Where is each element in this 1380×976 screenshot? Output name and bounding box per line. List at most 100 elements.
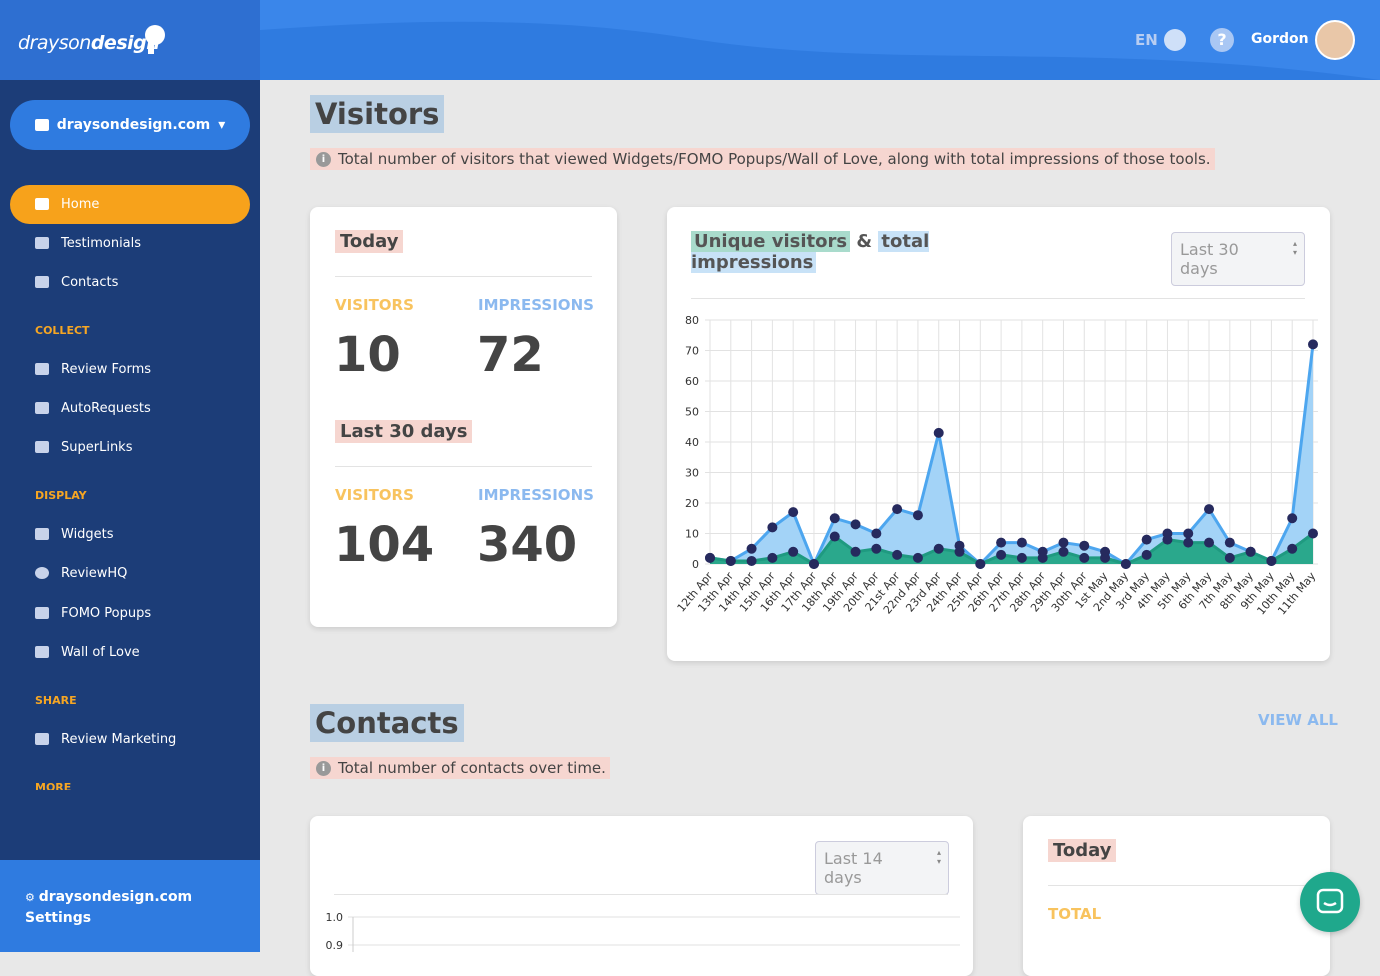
chart-heading: Unique visitors & total impressions [691,231,931,273]
nav-label: Review Marketing [61,731,177,747]
nav-icon [35,363,49,375]
point [1058,537,1069,548]
logo: draysondesign [18,32,160,54]
point [1141,534,1152,545]
point [705,552,715,563]
point [912,510,923,521]
point [746,543,757,554]
point [1100,552,1111,563]
point [1016,552,1027,563]
point [933,427,944,438]
point [1245,546,1256,557]
card-title: Today [335,230,404,253]
sidebar [0,0,260,952]
point [1308,339,1318,350]
nav-section: COLLECT [35,324,90,337]
nav-icon [35,646,49,658]
settings-label: Settings [25,910,92,926]
nav-item[interactable]: Contacts [35,272,118,292]
range-select[interactable]: Last 14 days [815,841,949,895]
view-all-link[interactable]: VIEW ALL [1258,711,1338,729]
section-title: Visitors [310,95,445,133]
point [1183,528,1194,539]
point [829,531,840,542]
point [871,528,882,539]
nav-label: ReviewHQ [61,565,128,581]
point [1016,537,1027,548]
point [933,543,944,554]
globe-icon[interactable] [1164,29,1186,51]
y-tick-label: 60 [685,375,699,388]
nav-label: Widgets [61,526,114,542]
nav-label: AutoRequests [61,400,151,416]
point [996,537,1007,548]
point [850,546,861,557]
y-tick-label: 50 [685,406,699,419]
stat-label: IMPRESSIONS [478,486,594,504]
site-name: draysondesign.com [56,117,211,133]
joiner: & [856,231,873,252]
chart-card: Unique visitors & total impressions Last… [667,207,1330,661]
nav-item[interactable]: Testimonials [35,233,141,253]
nav-item[interactable]: Wall of Love [35,642,140,662]
point [1037,552,1048,563]
logo-area: draysondesign [0,0,260,80]
user-name[interactable]: Gordon [1251,31,1309,47]
nav-item[interactable]: ReviewHQ [35,563,127,583]
site-switcher[interactable]: draysondesign.com ▾ [10,100,250,150]
card-title: Last 30 days [335,420,473,443]
help-button[interactable]: ? [1210,28,1234,52]
section-info: Total number of visitors that viewed Wid… [310,148,1215,170]
nav-item[interactable]: AutoRequests [35,398,151,418]
nav-item[interactable]: Review Forms [35,359,151,379]
nav-label: Review Forms [61,361,152,377]
stat-label: IMPRESSIONS [478,296,594,314]
logo-bold: design [90,32,160,54]
point [788,546,799,557]
nav-item[interactable]: Review Marketing [35,729,176,749]
point [1287,513,1298,524]
point [1224,537,1235,548]
divider [1048,885,1305,886]
nav-item[interactable]: FOMO Popups [35,603,151,623]
point [767,552,778,563]
nav-icon [35,528,49,540]
nav-icon [35,441,49,453]
stat-label: VISITORS [335,296,414,314]
chat-button[interactable] [1300,872,1360,932]
point [892,504,903,515]
nav-icon [35,237,49,249]
nav-icon [35,567,49,579]
settings-site: draysondesign.com [38,889,193,905]
stats-card: Today TOTAL [1023,816,1330,976]
point [1162,534,1173,545]
nav-item[interactable]: Widgets [35,524,114,544]
point [1224,552,1235,563]
section-info: Total number of contacts over time. [310,757,610,779]
section-title: Contacts [310,704,464,742]
header-wave [260,0,1380,80]
nav-clip: MORE [0,780,260,790]
stats-card: Today VISITORS IMPRESSIONS 10 72 Last 30… [310,207,617,627]
point [1079,540,1090,551]
nav-icon [35,198,49,210]
line-chart: 1.0 0.9 [326,911,960,952]
language[interactable]: EN [1135,31,1158,49]
range-select[interactable]: Last 30 days [1171,232,1305,286]
stat-label: TOTAL [1048,905,1102,923]
area [710,533,1313,564]
settings-link[interactable]: ⚙ draysondesign.com Settings [25,887,192,929]
nav-icon [35,733,49,745]
nav-section: MORE [35,781,72,790]
settings-panel[interactable]: ⚙ draysondesign.com Settings [0,860,260,952]
nav-label: SuperLinks [61,439,133,455]
point [892,549,903,560]
avatar[interactable] [1315,20,1355,60]
caret: ▾ [218,117,226,133]
y-tick-label: 1.0 [326,911,344,924]
nav-item[interactable]: SuperLinks [35,437,132,457]
nav-item[interactable]: Home [35,194,99,214]
y-tick-label: 40 [685,436,699,449]
card-title: Today [1048,839,1117,862]
